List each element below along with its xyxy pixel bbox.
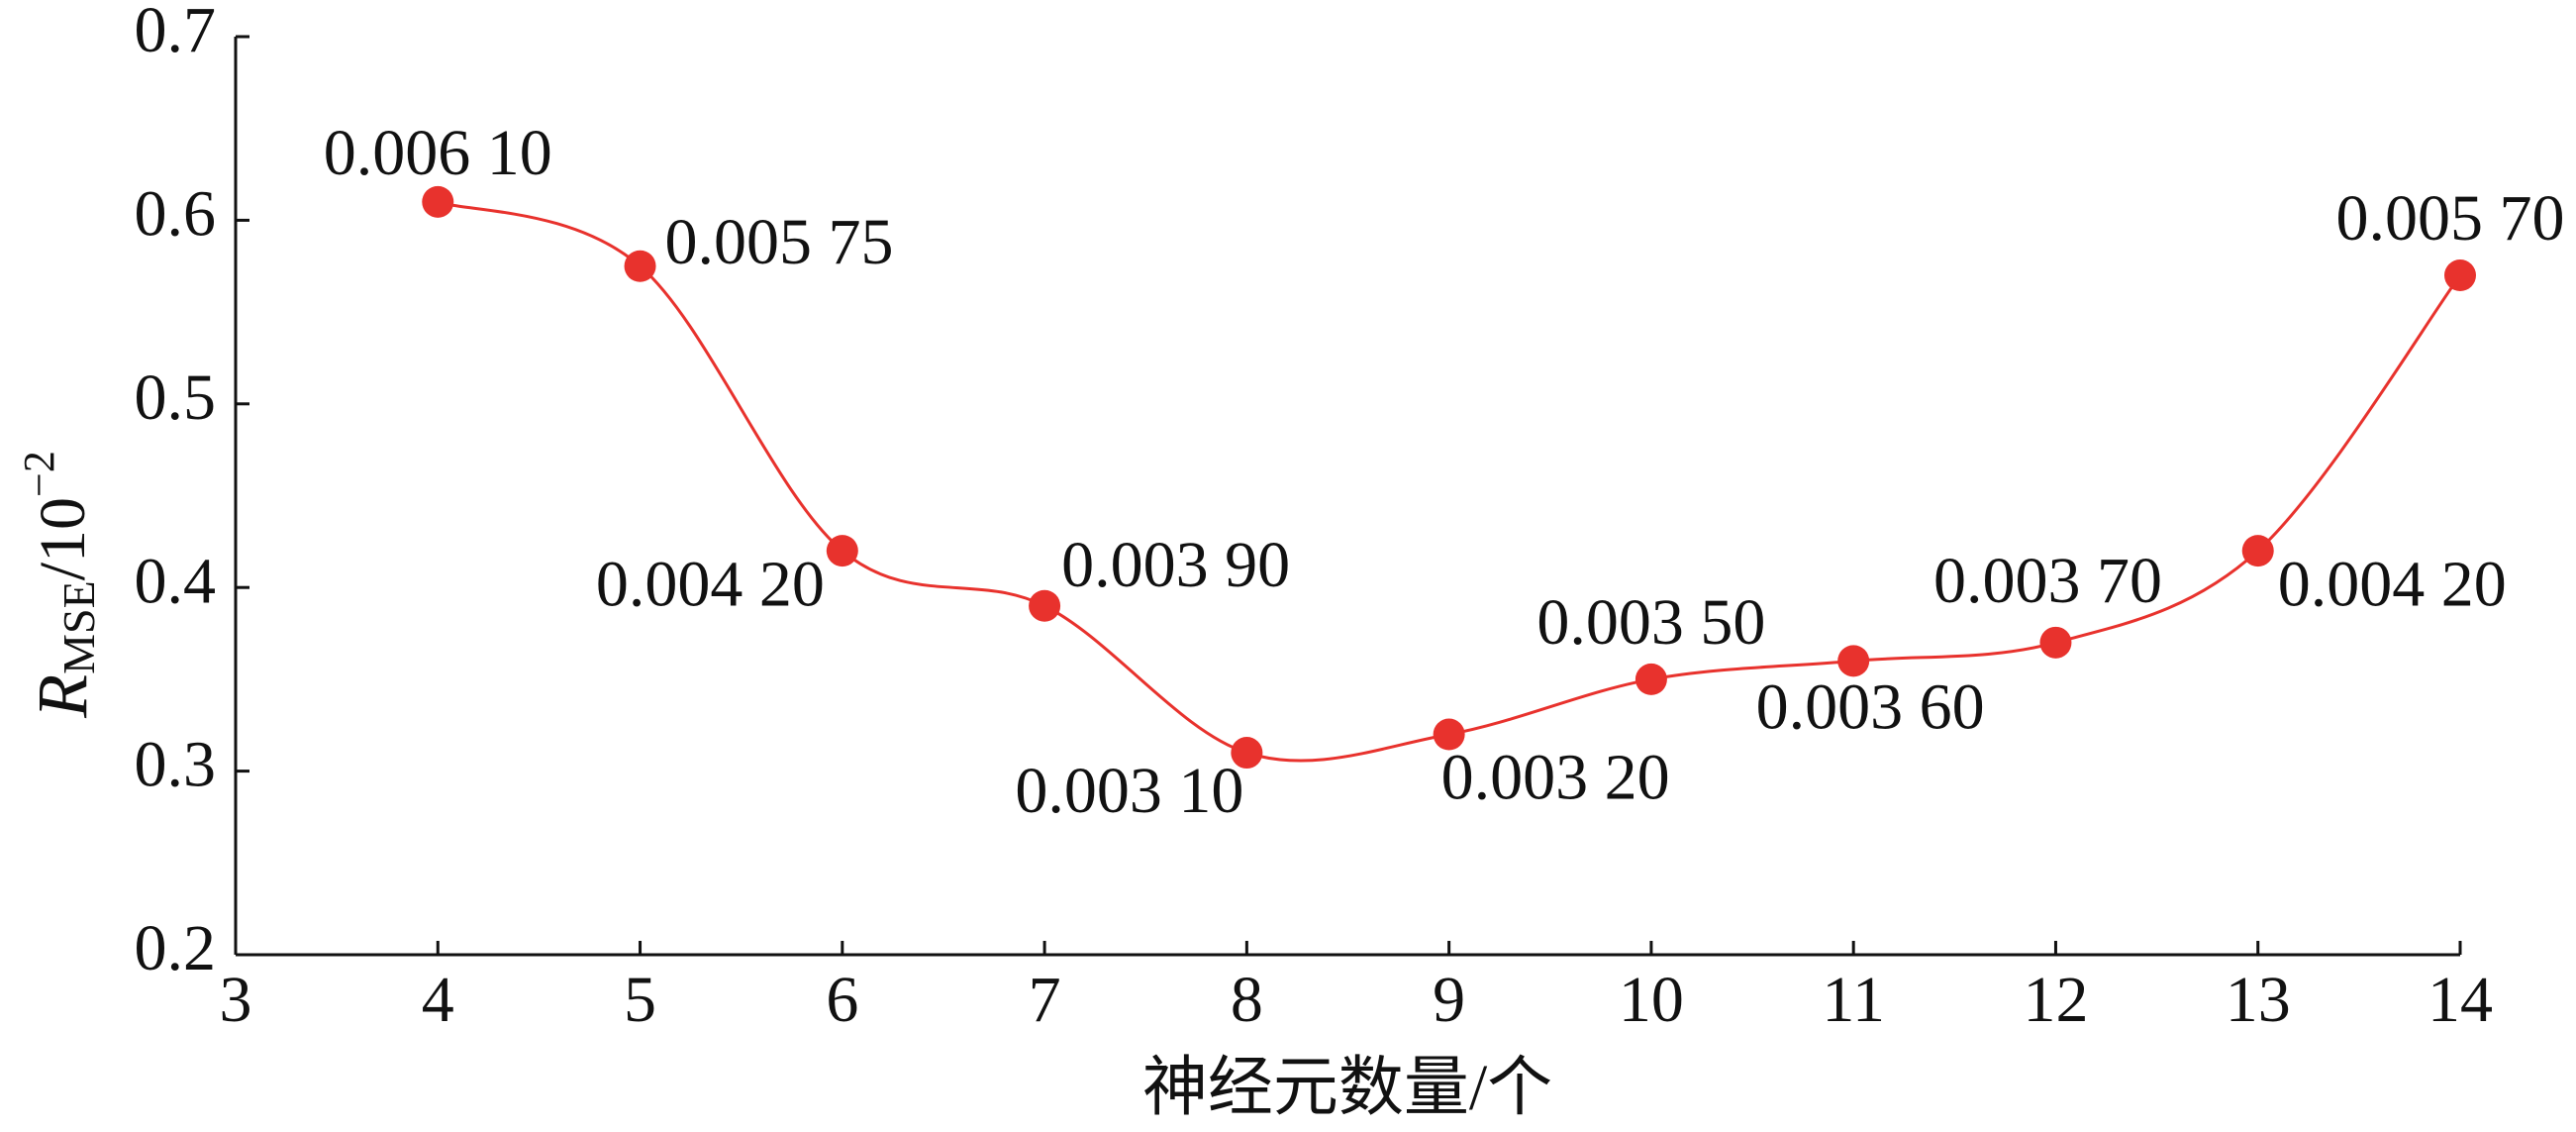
x-tick-label: 3 [220, 964, 252, 1036]
data-label: 0.003 50 [1536, 586, 1765, 659]
point [2241, 535, 2274, 567]
x-tick-label: 13 [2226, 964, 2291, 1036]
data-label: 0.004 20 [2278, 548, 2507, 620]
x-tick-label: 5 [624, 964, 656, 1036]
y-tick-label: 0.4 [135, 545, 217, 617]
x-tick-label: 4 [422, 964, 454, 1036]
data-label: 0.005 70 [2336, 182, 2565, 255]
y-tick-label: 0.6 [135, 178, 217, 251]
data-label: 0.005 75 [665, 206, 894, 278]
point [1837, 645, 1870, 677]
line [437, 200, 2462, 763]
data-label: 0.003 70 [1933, 545, 2162, 617]
point [1029, 589, 1061, 622]
y-label-rest: /10 [27, 497, 99, 580]
point [1433, 718, 1465, 751]
y-label-sub: MSE [53, 580, 104, 674]
y-tick-label: 0.3 [135, 729, 217, 801]
x-tick-label: 7 [1029, 964, 1061, 1036]
point [826, 535, 858, 567]
point [1635, 663, 1667, 695]
x-tick-label: 10 [1619, 964, 1684, 1036]
data-label: 0.006 10 [324, 117, 552, 189]
x-tick-label: 14 [2427, 964, 2493, 1036]
y-label-main: R [23, 674, 102, 719]
x-tick-label: 11 [1822, 964, 1885, 1036]
point [422, 185, 454, 218]
x-tick-label: 8 [1231, 964, 1263, 1036]
x-axis-label: 神经元数量/个 [1142, 1052, 1552, 1124]
point [2039, 626, 2072, 659]
y-tick-label: 0.2 [135, 912, 217, 984]
y-axis-label: RMSE/10−2 [15, 451, 103, 719]
y-tick-label: 0.5 [135, 361, 217, 434]
data-label: 0.003 60 [1756, 671, 1985, 744]
x-tick-label: 6 [826, 964, 858, 1036]
point [624, 250, 656, 282]
point [2444, 259, 2476, 292]
x-tick-label: 9 [1433, 964, 1465, 1036]
data-label: 0.004 20 [596, 548, 825, 620]
data-label: 0.003 20 [1441, 742, 1670, 814]
data-label: 0.003 10 [1015, 755, 1243, 827]
x-tick-label: 12 [2023, 964, 2088, 1036]
y-label-sup: −2 [15, 451, 63, 497]
point [1231, 737, 1263, 770]
data-label: 0.003 90 [1061, 529, 1290, 601]
y-tick-label: 0.7 [135, 0, 217, 66]
